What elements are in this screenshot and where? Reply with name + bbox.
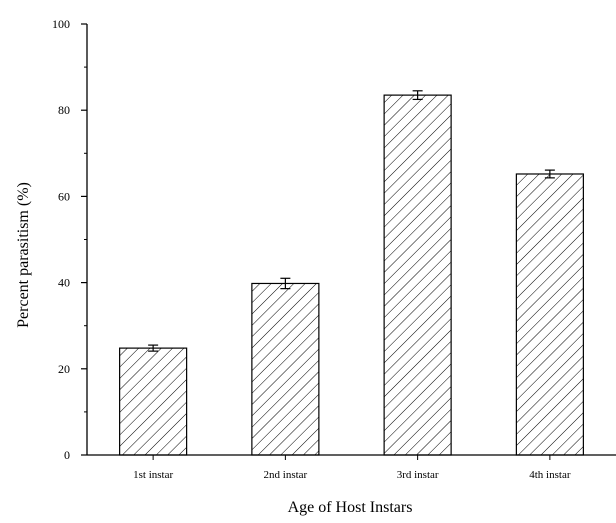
y-tick-label-20: 20 bbox=[58, 362, 70, 376]
bar-2 bbox=[251, 282, 320, 456]
x-tick-label-1: 1st instar bbox=[133, 469, 173, 481]
y-tick-label-100: 100 bbox=[52, 17, 70, 31]
y-tick-label-80: 80 bbox=[58, 103, 70, 117]
y-tick-label-40: 40 bbox=[58, 276, 70, 290]
y-tick-label-60: 60 bbox=[58, 189, 70, 203]
bar-1 bbox=[119, 347, 188, 456]
x-axis-title: Age of Host Instars bbox=[288, 499, 413, 516]
x-tick-label-2: 2nd instar bbox=[264, 469, 308, 481]
bar-4 bbox=[515, 173, 584, 456]
bar-3 bbox=[383, 94, 452, 456]
y-tick-label-0: 0 bbox=[64, 448, 70, 462]
x-tick-label-4: 4th instar bbox=[529, 469, 571, 481]
y-axis-title: Percent parasitism (%) bbox=[15, 182, 32, 328]
x-tick-label-3: 3rd instar bbox=[397, 469, 439, 481]
